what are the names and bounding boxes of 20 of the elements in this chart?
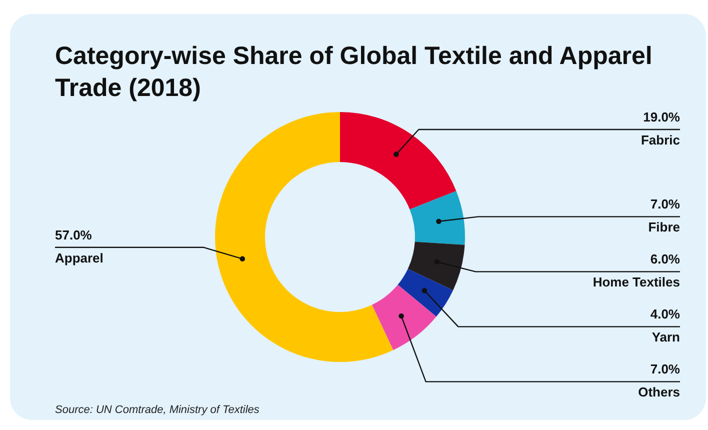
slice-label: Fibre — [648, 220, 680, 235]
slice-label: Apparel — [55, 250, 104, 266]
data-label: 4.0% — [650, 306, 680, 322]
slice-label: Home Textiles — [592, 274, 680, 290]
source-note: Source: UN Comtrade, Ministry of Textiles — [55, 404, 260, 416]
data-label: 6.0% — [650, 252, 680, 267]
data-label: 7.0% — [650, 362, 680, 377]
data-label: 19.0% — [643, 109, 680, 124]
slice-label: Yarn — [652, 330, 680, 345]
data-label: 57.0% — [55, 227, 92, 242]
donut-slice — [215, 112, 394, 362]
donut-slice — [372, 284, 436, 350]
donut-slice — [398, 268, 454, 317]
donut-slice — [408, 242, 465, 290]
chart-title: Category-wise Share of Global Textile and Apparel Trade (2018) — [55, 42, 652, 102]
donut-slice — [410, 190, 465, 245]
donut-slice — [340, 112, 456, 210]
data-label: 7.0% — [650, 196, 680, 212]
slice-label: Others — [638, 384, 680, 400]
slice-label: Fabric — [640, 132, 680, 148]
